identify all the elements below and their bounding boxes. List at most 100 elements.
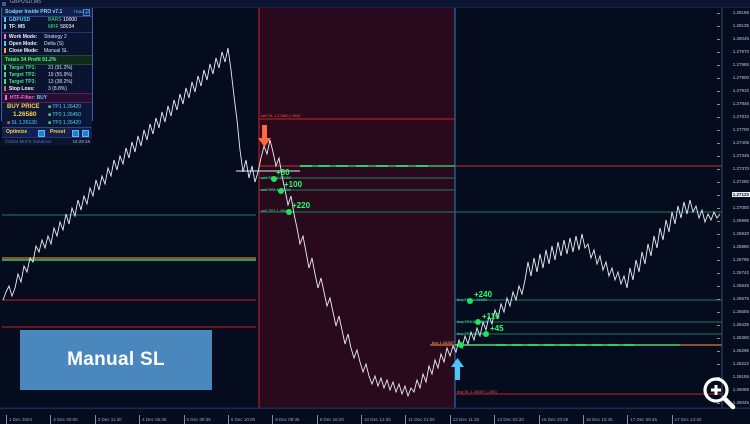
target-tp2-label: Target TP2: — [8, 72, 37, 78]
panel-tp2-row: ■ TP2 1.26450 — [48, 112, 81, 118]
price-tick: 1.26555 — [732, 309, 749, 314]
close-mode-label: Close Mode: — [8, 48, 39, 54]
optimize-button[interactable]: Optimize — [6, 129, 28, 135]
price-tick-mark — [717, 39, 720, 40]
price-tick: 1.27985 — [732, 62, 749, 67]
time-tick: 10 Dec 12:25 — [364, 417, 391, 422]
target-tp1-label: Target TP1: — [8, 65, 37, 71]
sell-tp2-label: sell TP2 1.26980 — [261, 187, 291, 192]
price-tick-mark — [717, 91, 720, 92]
price-tick: 1.26360 — [732, 335, 749, 340]
price-tick: 1.26155 — [732, 374, 749, 379]
time-tick-mark — [316, 415, 318, 424]
time-axis[interactable]: 1 Dec 2024 2 Dec 00:00 3 Dec 11:30 4 Dec 05… — [0, 408, 750, 424]
window-title-bar[interactable]: GBPUSD,M5 — [0, 0, 750, 8]
panel-title: Scalper Inside PRO v7.1 — [5, 9, 63, 15]
htf-filter-row: HTF-Filter: BUY TRAIL 01 — [2, 9, 92, 103]
time-tick: 4 Dec 05:30 — [142, 417, 167, 422]
close-mode-row[interactable]: Close Mode: Manual SL — [2, 48, 92, 55]
price-tick-mark — [717, 117, 720, 118]
price-tick: 1.26995 — [732, 218, 749, 223]
panel-tp3-value: 1.26420 — [62, 120, 81, 126]
time-tick-mark — [449, 415, 451, 424]
time-tick-mark — [627, 415, 629, 424]
target-tp3-row: Target TP3: 13 (38.2%) — [2, 79, 92, 86]
price-tick: 1.25795 — [732, 257, 749, 262]
price-tick-mark — [717, 104, 720, 105]
time-tick-mark — [361, 415, 362, 424]
zoom-in-icon[interactable] — [702, 376, 736, 410]
panel-tp1-row: ■ TP1 1.26420 — [48, 104, 81, 110]
price-tick: 1.26222 — [732, 361, 749, 366]
close-mode-value: Manual SL — [44, 48, 68, 54]
target-tp1-value: 31 (91.2%) — [48, 65, 73, 71]
work-mode-row[interactable]: Work Mode: Strategy 2 — [2, 34, 92, 41]
time-tick-mark — [405, 415, 407, 424]
time-tick: 1 Dec 2024 — [9, 417, 33, 422]
target-tp2-value: 19 (55.9%) — [48, 72, 73, 78]
price-tick-mark — [717, 351, 720, 352]
price-tick-mark — [717, 221, 720, 222]
price-tick-mark — [717, 195, 720, 196]
buy-entry-label: buy 1.26307 — [432, 340, 455, 345]
price-tick-mark — [717, 273, 720, 274]
stop-loss-row: Stop Loss: 3 (8.8%) — [2, 86, 92, 93]
copyright-text: ©2024 MnFX Solutions — [5, 139, 52, 144]
price-tick: 1.27345 — [732, 153, 749, 158]
time-tick: 9 Dec 08:35 — [275, 417, 300, 422]
price-tick-mark — [717, 52, 720, 53]
price-tick-mark — [717, 325, 720, 326]
window-title: GBPUSD,M5 — [10, 0, 42, 5]
preset-toggle[interactable] — [72, 130, 79, 137]
price-tick: 1.26575 — [732, 296, 749, 301]
price-tick-mark — [717, 143, 720, 144]
stop-loss-label: Stop Loss: — [8, 86, 35, 92]
buy-price-row: BUY PRICE ■ TP1 1.26420 — [4, 103, 92, 111]
scalper-ea-panel[interactable]: Scalper Inside PRO v7.1 x GBPUSD BARS 10… — [1, 7, 93, 145]
time-tick: 5 Dec 08:35 — [186, 417, 211, 422]
time-tick-mark — [272, 415, 274, 424]
time-tick-mark — [671, 415, 673, 424]
price-axis[interactable]: 1.28185 1.28135 1.28045 1.27970 1.27985 1.279… — [717, 7, 750, 407]
price-tick-mark — [717, 247, 720, 248]
time-tick-mark — [6, 415, 7, 424]
time-tick-mark — [227, 415, 229, 424]
time-tick-mark — [50, 415, 52, 424]
sell-tp1-pips: +80 — [276, 168, 290, 177]
buy-tp2-label: buy TP2 1.26500 — [457, 319, 488, 324]
price-tick: 1.28185 — [732, 10, 749, 15]
buy-price-value: 1.26580 — [13, 111, 37, 118]
price-tick: 1.26742 — [732, 270, 749, 275]
mrf-value: 58034 — [60, 24, 75, 30]
open-mode-label: Open Mode: — [8, 41, 38, 47]
price-tick: 1.27970 — [732, 49, 749, 54]
buy-tp3-pips: +240 — [474, 290, 493, 299]
price-tick-mark — [717, 156, 720, 157]
panel-tp3-row: ■ TP3 1.26420 — [48, 120, 81, 126]
bars-value: 10000 — [63, 17, 77, 23]
price-tick: 1.26085 — [732, 387, 749, 392]
optimize-toggle[interactable] — [38, 130, 45, 137]
price-tick: 1.27405 — [732, 140, 749, 145]
work-mode-value: Strategy 2 — [44, 34, 67, 40]
preset-button[interactable]: Preset — [50, 129, 66, 135]
current-price-tag: 1.27120 — [731, 192, 750, 197]
price-tick-mark — [717, 260, 720, 261]
price-tick: 1.28135 — [732, 23, 749, 28]
panel-close-checkbox[interactable]: x — [83, 9, 90, 16]
time-tick: 16 Dec 03:25 — [541, 417, 569, 422]
price-tick-mark — [717, 403, 720, 404]
arrow-right-icon[interactable] — [82, 130, 89, 137]
timeframe-row: TF: M5 MRF 58034 — [2, 24, 92, 31]
price-tick: 1.27700 — [732, 127, 749, 132]
open-mode-row[interactable]: Open Mode: Delta (S) — [2, 41, 92, 48]
price-tick-mark — [717, 13, 720, 14]
buy-tp1-label: buy TP1 1.26445 — [457, 331, 488, 336]
time-tick-mark — [139, 415, 141, 424]
price-tick-mark — [717, 286, 720, 287]
trail-badge: TRAIL 01 — [73, 9, 90, 14]
price-tick: 1.26880 — [732, 244, 749, 249]
price-tick: 1.27280 — [732, 179, 749, 184]
price-tick: 1.28045 — [732, 36, 749, 41]
time-tick-mark — [94, 415, 96, 424]
